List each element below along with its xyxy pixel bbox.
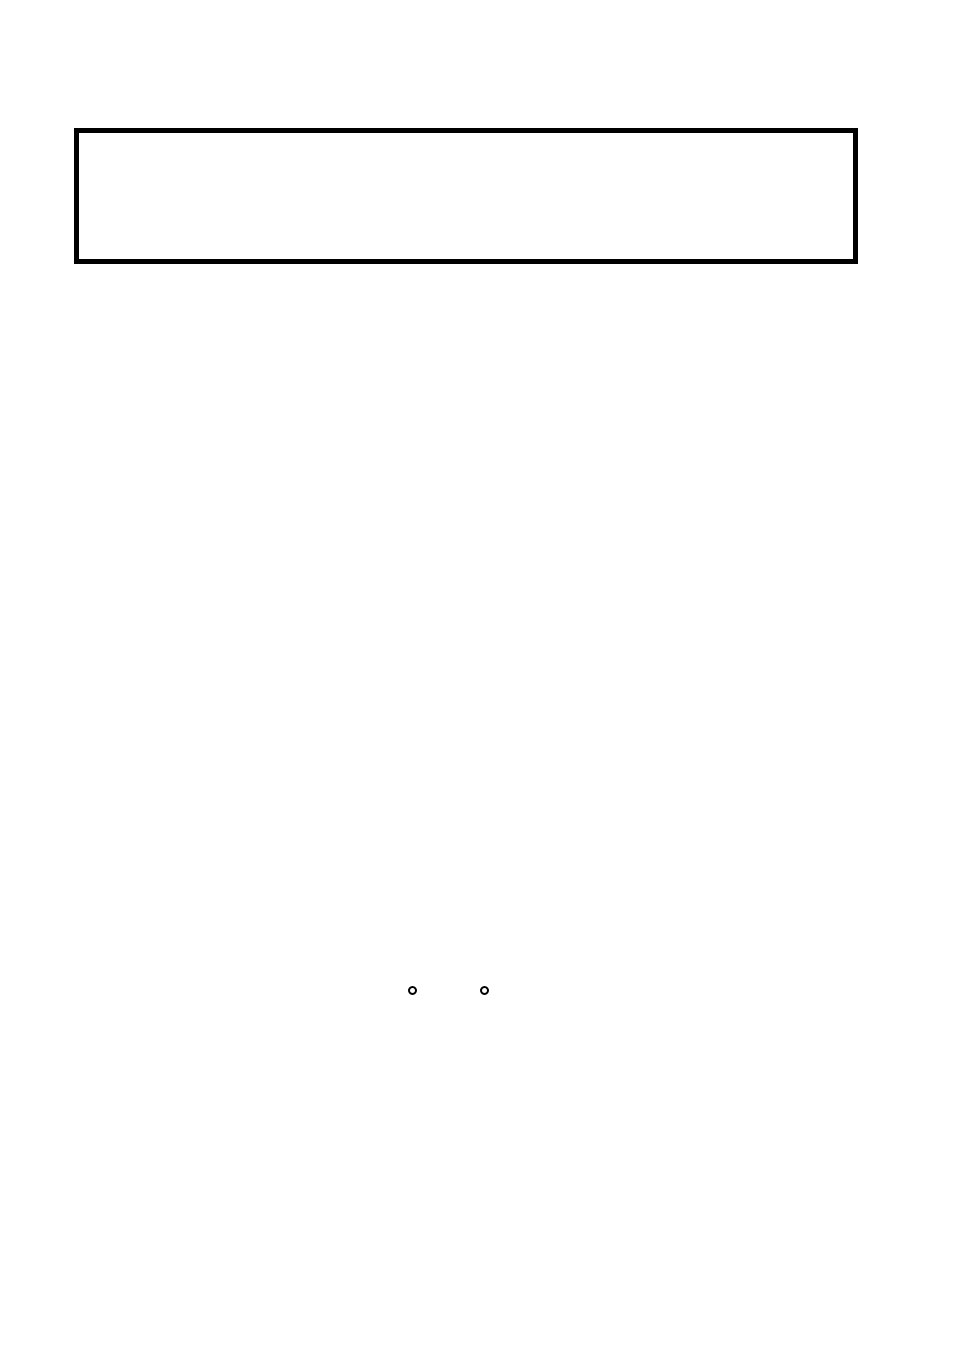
hollow-bullet-icon [408, 986, 417, 995]
document-page [0, 0, 954, 1345]
hollow-bullet-icon [480, 986, 489, 995]
empty-framed-box [74, 128, 858, 264]
